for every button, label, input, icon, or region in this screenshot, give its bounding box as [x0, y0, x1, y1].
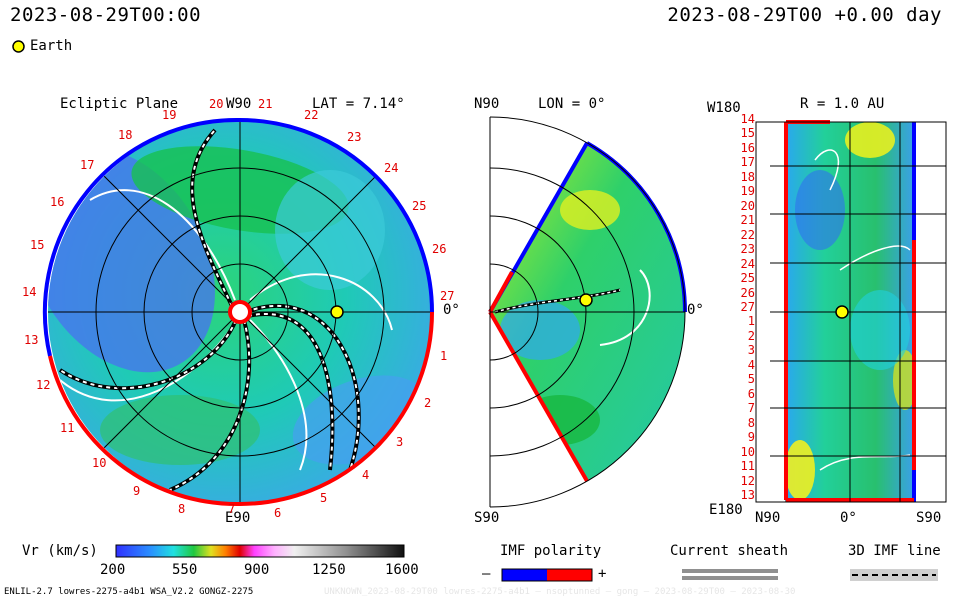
- current-sheath-title: Current sheath: [670, 543, 789, 559]
- datetime-right: 2023-08-29T00 +0.00 day: [667, 4, 942, 26]
- surface-y-tick: 15: [740, 126, 755, 141]
- surface-y-tick: 6: [747, 386, 755, 401]
- meridional-bottom-left-label: S90: [474, 510, 500, 526]
- colorbar-tick: 900: [244, 562, 270, 578]
- colorbar-tick: 550: [172, 562, 198, 578]
- carrington-tick: 16: [50, 195, 65, 209]
- colorbar-label: Vr (km/s): [22, 543, 98, 559]
- carrington-tick: 1: [440, 349, 448, 363]
- surface-r-label: R = 1.0 AU: [800, 96, 885, 112]
- datetime-left: 2023-08-29T00:00: [10, 4, 202, 26]
- surface-y-tick: 19: [740, 184, 755, 199]
- carrington-tick: 5: [320, 491, 328, 505]
- carrington-tick: 20: [209, 97, 224, 111]
- surface-y-tick: 21: [740, 213, 755, 228]
- surface-bottom-left-label: E180: [709, 502, 743, 518]
- carrington-tick: 25: [412, 199, 427, 213]
- earth-marker-meridional-icon: [579, 293, 593, 307]
- carrington-tick: 13: [24, 333, 39, 347]
- surface-y-tick: 12: [740, 473, 755, 488]
- surface-y-tick: 13: [740, 488, 755, 502]
- surface-top-left-label: W180: [707, 100, 741, 116]
- colorbar-tick: 1600: [385, 562, 419, 578]
- imf-positive-swatch: [547, 569, 592, 581]
- carrington-tick: 14: [22, 285, 37, 299]
- imf-minus-label: –: [482, 566, 491, 582]
- surface-y-tick: 16: [740, 140, 755, 155]
- carrington-tick: 23: [347, 130, 362, 144]
- surface-y-tick: 27: [740, 300, 755, 314]
- surface-y-tick: 8: [747, 415, 755, 430]
- surface-y-tick: 7: [747, 401, 755, 416]
- carrington-tick: 6: [274, 506, 282, 520]
- colorbar-tick: 1250: [312, 562, 346, 578]
- surface-y-tick: 11: [740, 459, 755, 474]
- meridional-plane-plot: [488, 116, 687, 508]
- colorbar-gradient: [115, 544, 405, 558]
- ecliptic-bottom-label: E90: [225, 510, 251, 526]
- earth-legend-label: Earth: [30, 38, 73, 54]
- carrington-tick: 15: [30, 238, 45, 252]
- ecliptic-lat-label: LAT = 7.14°: [312, 96, 405, 112]
- carrington-tick: 19: [162, 108, 177, 122]
- ecliptic-top-label: W90: [226, 96, 252, 112]
- imf-plus-label: +: [598, 566, 607, 582]
- imf-negative-swatch: [502, 569, 547, 581]
- earth-legend-marker-icon: [12, 40, 25, 53]
- ecliptic-title: Ecliptic Plane: [60, 96, 179, 112]
- carrington-tick: 9: [133, 484, 141, 498]
- surface-y-tick: 17: [740, 155, 755, 170]
- surface-y-tick: 26: [740, 285, 755, 300]
- colorbar-tick: 200: [100, 562, 126, 578]
- carrington-tick: 22: [304, 108, 319, 122]
- surface-y-tick: 3: [747, 343, 755, 358]
- imf-line-title: 3D IMF line: [848, 543, 941, 559]
- surface-y-tick: 4: [747, 357, 755, 372]
- surface-y-tick: 24: [740, 256, 755, 271]
- meridional-lon-label: LON = 0°: [538, 96, 606, 112]
- sun-marker-icon: [228, 300, 252, 324]
- carrington-tick: 7: [228, 502, 236, 516]
- surface-y-tick: 9: [747, 430, 755, 445]
- surface-x-left-label: N90: [755, 510, 781, 526]
- meridional-top-left-label: N90: [474, 96, 500, 112]
- carrington-tick: 3: [396, 435, 404, 449]
- carrington-tick: 27: [440, 289, 455, 303]
- carrington-tick: 11: [60, 421, 75, 435]
- footer-model-info: ENLIL-2.7 lowres-2275-a4b1 WSA_V2.2 GONG…: [4, 587, 254, 597]
- carrington-tick: 24: [384, 161, 399, 175]
- surface-y-tick: 25: [740, 271, 755, 286]
- footer-run-id: UNKNOWN_2023-08-29T00 lowres-2275-a4b1 –…: [324, 587, 796, 597]
- imf-polarity-title: IMF polarity: [500, 543, 602, 559]
- surface-y-tick: 10: [740, 444, 755, 459]
- carrington-tick: 8: [178, 502, 186, 516]
- ecliptic-plane-plot: [42, 117, 434, 507]
- surface-y-tick: 20: [740, 198, 755, 213]
- surface-y-tick: 1: [747, 314, 755, 329]
- meridional-right-label: 0°: [687, 302, 704, 318]
- surface-x-mid-label: 0°: [840, 510, 857, 526]
- earth-marker-surface-icon: [835, 305, 849, 319]
- carrington-tick: 4: [362, 468, 370, 482]
- surface-y-tick: 5: [747, 372, 755, 387]
- carrington-tick: 12: [36, 378, 51, 392]
- carrington-tick: 21: [258, 97, 273, 111]
- surface-map-plot: [755, 120, 947, 503]
- surface-y-tick: 14: [740, 112, 755, 126]
- surface-y-tick: 22: [740, 227, 755, 242]
- carrington-tick: 10: [92, 456, 107, 470]
- surface-y-tick: 23: [740, 242, 755, 257]
- earth-marker-ecliptic-icon: [330, 305, 344, 319]
- surface-y-tick: 18: [740, 169, 755, 184]
- carrington-tick: 18: [118, 128, 133, 142]
- surface-x-right-label: S90: [916, 510, 942, 526]
- ecliptic-right-label: 0°: [443, 302, 460, 318]
- carrington-tick: 2: [424, 396, 432, 410]
- carrington-tick: 17: [80, 158, 95, 172]
- surface-y-tick: 2: [747, 328, 755, 343]
- carrington-tick: 26: [432, 242, 447, 256]
